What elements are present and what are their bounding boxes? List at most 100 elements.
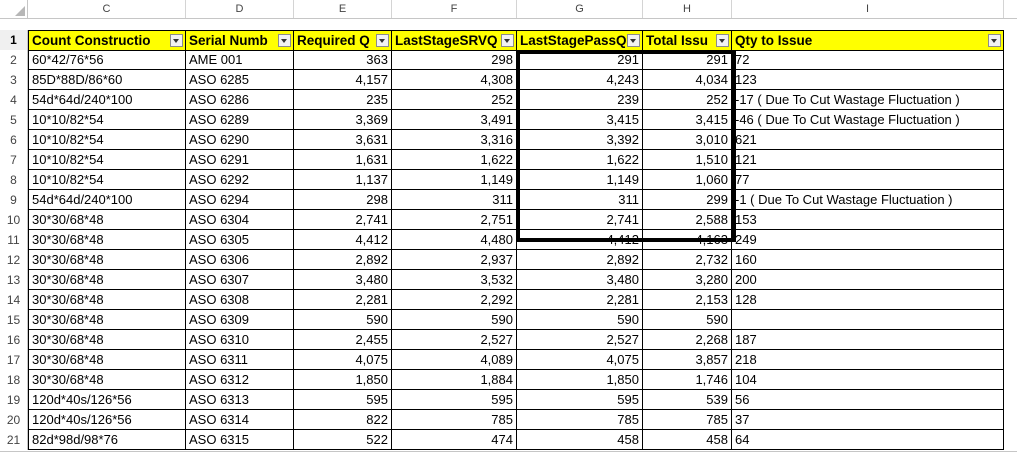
filter-dropdown-icon[interactable] bbox=[278, 34, 291, 47]
column-letter-d[interactable]: D bbox=[186, 0, 294, 18]
cell-i[interactable]: 104 bbox=[732, 370, 1004, 390]
cell-h[interactable]: 3,280 bbox=[643, 270, 732, 290]
column-letter-f[interactable]: F bbox=[392, 0, 517, 18]
filter-dropdown-icon[interactable] bbox=[627, 34, 640, 47]
row-number[interactable]: 18 bbox=[0, 370, 28, 390]
cell-e[interactable]: 2,455 bbox=[294, 330, 392, 350]
cell-g[interactable]: 1,622 bbox=[517, 150, 643, 170]
cell-h[interactable]: 252 bbox=[643, 90, 732, 110]
row-number[interactable]: 16 bbox=[0, 330, 28, 350]
cell-i[interactable]: -1 ( Due To Cut Wastage Fluctuation ) bbox=[732, 190, 1004, 210]
cell-i[interactable]: 249 bbox=[732, 230, 1004, 250]
cell-e[interactable]: 522 bbox=[294, 430, 392, 450]
cell-h[interactable]: 2,588 bbox=[643, 210, 732, 230]
column-letter-h[interactable]: H bbox=[643, 0, 732, 18]
row-number[interactable]: 5 bbox=[0, 110, 28, 130]
cell-g[interactable]: 4,075 bbox=[517, 350, 643, 370]
cell-e[interactable]: 235 bbox=[294, 90, 392, 110]
row-number[interactable]: 21 bbox=[0, 430, 28, 450]
cell-h[interactable]: 299 bbox=[643, 190, 732, 210]
header-cell-i[interactable]: Qty to Issue bbox=[732, 31, 1004, 51]
cell-e[interactable]: 3,480 bbox=[294, 270, 392, 290]
row-number[interactable]: 4 bbox=[0, 90, 28, 110]
cell-d[interactable]: ASO 6315 bbox=[186, 430, 294, 450]
cell-e[interactable]: 822 bbox=[294, 410, 392, 430]
cell-c[interactable]: 30*30/68*48 bbox=[28, 210, 186, 230]
cell-g[interactable]: 311 bbox=[517, 190, 643, 210]
cell-c[interactable]: 30*30/68*48 bbox=[28, 370, 186, 390]
cell-f[interactable]: 1,884 bbox=[392, 370, 517, 390]
cell-c[interactable]: 30*30/68*48 bbox=[28, 330, 186, 350]
cell-c[interactable]: 10*10/82*54 bbox=[28, 170, 186, 190]
cell-e[interactable]: 4,412 bbox=[294, 230, 392, 250]
cell-f[interactable]: 2,527 bbox=[392, 330, 517, 350]
cell-d[interactable]: ASO 6309 bbox=[186, 310, 294, 330]
cell-h[interactable]: 4,034 bbox=[643, 70, 732, 90]
row-number[interactable]: 17 bbox=[0, 350, 28, 370]
cell-d[interactable]: ASO 6313 bbox=[186, 390, 294, 410]
cell-c[interactable]: 10*10/82*54 bbox=[28, 130, 186, 150]
row-number[interactable]: 10 bbox=[0, 210, 28, 230]
column-letter-i[interactable]: I bbox=[732, 0, 1004, 18]
cell-g[interactable]: 595 bbox=[517, 390, 643, 410]
cell-c[interactable]: 30*30/68*48 bbox=[28, 290, 186, 310]
cell-d[interactable]: ASO 6290 bbox=[186, 130, 294, 150]
cell-h[interactable]: 1,510 bbox=[643, 150, 732, 170]
cell-h[interactable]: 785 bbox=[643, 410, 732, 430]
cell-h[interactable]: 3,857 bbox=[643, 350, 732, 370]
cell-e[interactable]: 1,850 bbox=[294, 370, 392, 390]
cell-d[interactable]: ASO 6285 bbox=[186, 70, 294, 90]
cell-f[interactable]: 4,308 bbox=[392, 70, 517, 90]
cell-d[interactable]: ASO 6304 bbox=[186, 210, 294, 230]
cell-c[interactable]: 60*42/76*56 bbox=[28, 50, 186, 70]
cell-d[interactable]: ASO 6292 bbox=[186, 170, 294, 190]
filter-dropdown-icon[interactable] bbox=[716, 34, 729, 47]
cell-e[interactable]: 4,157 bbox=[294, 70, 392, 90]
header-cell-e[interactable]: Required Q bbox=[294, 31, 392, 51]
cell-i[interactable]: 77 bbox=[732, 170, 1004, 190]
cell-i[interactable]: 621 bbox=[732, 130, 1004, 150]
cell-h[interactable]: 4,163 bbox=[643, 230, 732, 250]
column-letter-c[interactable]: C bbox=[28, 0, 186, 18]
cell-g[interactable]: 1,149 bbox=[517, 170, 643, 190]
cell-h[interactable]: 1,060 bbox=[643, 170, 732, 190]
row-number[interactable]: 12 bbox=[0, 250, 28, 270]
cell-f[interactable]: 590 bbox=[392, 310, 517, 330]
cell-e[interactable]: 1,631 bbox=[294, 150, 392, 170]
cell-f[interactable]: 2,751 bbox=[392, 210, 517, 230]
cell-g[interactable]: 1,850 bbox=[517, 370, 643, 390]
cell-c[interactable]: 30*30/68*48 bbox=[28, 310, 186, 330]
cell-g[interactable]: 4,412 bbox=[517, 230, 643, 250]
row-number[interactable]: 15 bbox=[0, 310, 28, 330]
header-cell-d[interactable]: Serial Numb bbox=[186, 31, 294, 51]
cell-d[interactable]: ASO 6310 bbox=[186, 330, 294, 350]
cell-f[interactable]: 3,491 bbox=[392, 110, 517, 130]
cell-d[interactable]: ASO 6286 bbox=[186, 90, 294, 110]
cell-f[interactable]: 595 bbox=[392, 390, 517, 410]
cell-h[interactable]: 2,732 bbox=[643, 250, 732, 270]
cell-e[interactable]: 3,631 bbox=[294, 130, 392, 150]
cell-i[interactable]: 123 bbox=[732, 70, 1004, 90]
cell-g[interactable]: 3,392 bbox=[517, 130, 643, 150]
cell-e[interactable]: 595 bbox=[294, 390, 392, 410]
cell-d[interactable]: ASO 6311 bbox=[186, 350, 294, 370]
row-number[interactable]: 9 bbox=[0, 190, 28, 210]
cell-f[interactable]: 4,480 bbox=[392, 230, 517, 250]
cell-i[interactable]: 200 bbox=[732, 270, 1004, 290]
cell-f[interactable]: 3,532 bbox=[392, 270, 517, 290]
column-letter-g[interactable]: G bbox=[517, 0, 643, 18]
cell-f[interactable]: 474 bbox=[392, 430, 517, 450]
cell-c[interactable]: 85D*88D/86*60 bbox=[28, 70, 186, 90]
header-cell-h[interactable]: Total Issu bbox=[643, 31, 732, 51]
cell-h[interactable]: 3,010 bbox=[643, 130, 732, 150]
cell-d[interactable]: ASO 6308 bbox=[186, 290, 294, 310]
cell-g[interactable]: 2,892 bbox=[517, 250, 643, 270]
cell-d[interactable]: ASO 6306 bbox=[186, 250, 294, 270]
cell-f[interactable]: 1,622 bbox=[392, 150, 517, 170]
cell-e[interactable]: 1,137 bbox=[294, 170, 392, 190]
cell-c[interactable]: 120d*40s/126*56 bbox=[28, 410, 186, 430]
cell-i[interactable]: 160 bbox=[732, 250, 1004, 270]
cell-g[interactable]: 458 bbox=[517, 430, 643, 450]
cell-f[interactable]: 2,937 bbox=[392, 250, 517, 270]
cell-g[interactable]: 590 bbox=[517, 310, 643, 330]
